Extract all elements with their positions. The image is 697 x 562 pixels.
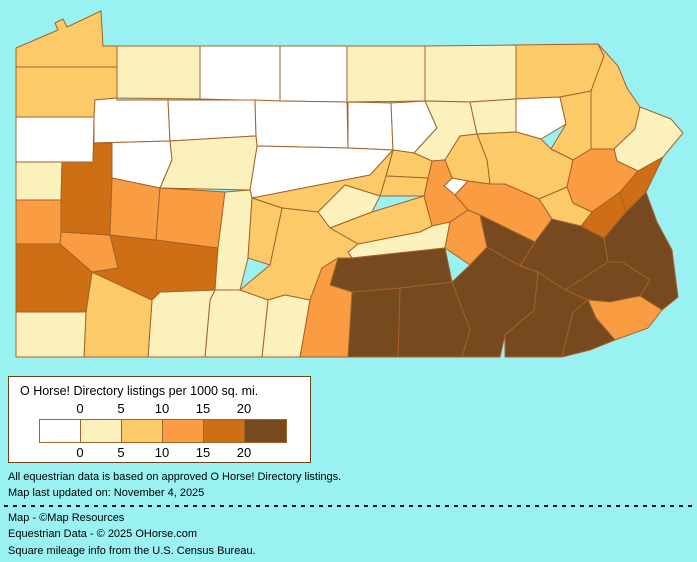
legend-color-bar [39, 419, 287, 443]
legend-ticks-top: 0 5 10 15 20 [9, 401, 310, 416]
county-blair [247, 197, 283, 266]
county-bedford [204, 289, 269, 358]
legend-swatch [81, 420, 122, 442]
county-somerset [147, 289, 216, 358]
county-snyder [379, 175, 429, 197]
county-mercer [15, 116, 95, 163]
county-armstrong [109, 177, 161, 241]
county-forest [167, 99, 257, 142]
county-monroe [566, 148, 639, 213]
legend-swatch [122, 420, 163, 442]
county-cambria [214, 189, 253, 291]
dashed-separator [4, 505, 692, 507]
last-updated-note: Map last updated on: November 4, 2025 [8, 487, 205, 499]
county-adams [347, 287, 401, 358]
legend-tick-label: 15 [195, 401, 211, 416]
legend-box: O Horse! Directory listings per 1000 sq.… [8, 376, 311, 463]
legend-tick-label: 10 [154, 445, 170, 460]
county-potter [279, 45, 348, 103]
legend-tick-label: 5 [117, 445, 125, 460]
legend-swatch [163, 420, 204, 442]
county-lawrence [15, 161, 63, 201]
county-indiana [155, 187, 226, 249]
legend-tick-label: 20 [236, 445, 252, 460]
pennsylvania-map [15, 10, 684, 358]
legend-swatch [204, 420, 245, 442]
legend-swatch [245, 420, 286, 442]
county-chester [504, 271, 589, 358]
legend-title: O Horse! Directory listings per 1000 sq.… [20, 384, 259, 398]
legend-ticks-bottom: 0 5 10 15 20 [9, 445, 310, 460]
legend-tick-label: 0 [76, 401, 84, 416]
county-mckean [199, 45, 281, 102]
legend-tick-label: 20 [236, 401, 252, 416]
county-beaver [15, 199, 62, 245]
equestrian-data-credit: Equestrian Data - © 2025 OHorse.com [8, 528, 198, 540]
legend-tick-label: 10 [154, 401, 170, 416]
county-tioga [346, 45, 426, 103]
legend-tick-label: 0 [76, 445, 84, 460]
square-mileage-credit: Square mileage info from the U.S. Census… [8, 545, 256, 557]
county-elk [254, 99, 349, 149]
county-wyoming [515, 96, 567, 140]
county-erie [15, 10, 118, 68]
county-franklin [299, 257, 353, 358]
county-jefferson [159, 135, 258, 191]
legend-tick-label: 15 [195, 445, 211, 460]
county-bradford [424, 44, 517, 103]
legend-swatch [40, 420, 81, 442]
map-credit: Map - ©Map Resources [8, 512, 125, 524]
data-source-note: All equestrian data is based on approved… [8, 471, 342, 483]
legend-tick-label: 5 [117, 401, 125, 416]
county-venango [93, 97, 171, 144]
county-regions [15, 10, 684, 358]
county-warren [116, 45, 201, 100]
county-cumberland [329, 247, 453, 293]
county-sullivan [469, 98, 517, 135]
county-greene [15, 311, 87, 358]
county-cameron [347, 101, 394, 151]
